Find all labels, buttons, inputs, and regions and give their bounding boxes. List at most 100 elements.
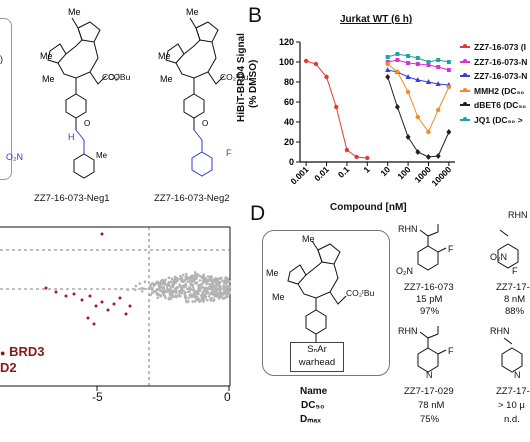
protein-point: [188, 290, 191, 293]
scaffold-ester: CO₂ᵗBu: [346, 288, 375, 298]
protein-point: [138, 282, 142, 285]
c4-rhn: RHN: [490, 326, 510, 336]
protein-point: [225, 288, 228, 291]
protein-point: [202, 280, 206, 284]
c4-structure: [501, 337, 523, 373]
protein-point: [222, 284, 226, 288]
series-line-3: [387, 63, 450, 134]
degraded-protein-point: [86, 316, 90, 320]
row-header-name: Name: [300, 386, 328, 397]
protein-point: [181, 273, 185, 277]
protein-point: [211, 279, 214, 282]
data-point: [395, 69, 400, 75]
protein-point: [151, 282, 154, 285]
protein-point: [200, 293, 204, 296]
svg-text:CO: CO: [108, 73, 120, 82]
legend-swatch: [460, 102, 470, 107]
protein-point: [158, 293, 161, 297]
volcano-brd3-label: ● BRD3: [0, 344, 45, 359]
protein-point: [179, 289, 183, 293]
volcano-xtick-neg5: -5: [92, 390, 103, 404]
protein-point: [195, 275, 199, 278]
scaffold-me-left: Me: [266, 268, 279, 278]
data-point: [446, 84, 452, 90]
legend-swatch: [460, 44, 470, 49]
degraded-protein-point: [112, 302, 116, 306]
c3-dc50: 78 nM: [418, 400, 445, 411]
svg-text:Me: Me: [42, 74, 55, 84]
protein-point: [207, 295, 211, 298]
legend-item: MMH2 (DC₅₀: [460, 84, 530, 99]
protein-point: [188, 286, 192, 290]
protein-point: [180, 279, 183, 283]
chart-xlabel: Compound [nM]: [330, 202, 407, 213]
protein-point: [172, 279, 175, 282]
protein-point: [218, 289, 222, 293]
protein-point: [184, 275, 188, 278]
protein-point: [190, 274, 194, 278]
protein-point: [202, 277, 205, 280]
data-point: [303, 58, 309, 64]
protein-point: [194, 271, 197, 274]
legend-item: JQ1 (DC₅₀ >: [460, 113, 530, 128]
protein-point: [207, 287, 211, 290]
c4-dc50: > 10 μ: [498, 400, 525, 411]
protein-point: [221, 279, 224, 282]
c3-dmax: 75%: [420, 414, 440, 425]
data-point: [385, 67, 391, 72]
c3-structure: [417, 326, 447, 373]
protein-point: [217, 285, 221, 288]
panel-a-frame-edge: [0, 18, 12, 180]
protein-point: [218, 296, 222, 299]
legend-swatch: [460, 116, 470, 121]
protein-point: [159, 280, 163, 284]
protein-point: [180, 276, 184, 280]
data-point: [415, 56, 420, 60]
protein-point: [169, 290, 173, 293]
volcano-plot: [0, 226, 231, 391]
data-point: [344, 147, 350, 153]
protein-point: [182, 280, 185, 283]
degraded-protein-point: [72, 292, 76, 296]
protein-point: [140, 290, 144, 293]
protein-point: [150, 291, 154, 295]
data-point: [394, 104, 400, 110]
protein-point: [210, 275, 213, 278]
degraded-protein-point: [44, 286, 48, 290]
data-point: [354, 154, 359, 160]
scaffold-frame: [262, 230, 390, 376]
chart-ytick-label: 60: [284, 97, 294, 107]
data-point: [425, 79, 432, 84]
c3-rhn: RHN: [398, 326, 418, 336]
protein-point: [184, 291, 187, 294]
data-point: [334, 104, 339, 110]
protein-point: [183, 285, 186, 289]
data-point: [415, 77, 421, 82]
protein-point: [189, 278, 192, 282]
protein-point: [187, 296, 190, 300]
panel-b-letter: B: [248, 4, 263, 27]
chart-ytick-label: 20: [284, 137, 294, 147]
data-point: [426, 63, 431, 67]
protein-point: [206, 275, 210, 278]
protein-point: [196, 273, 200, 276]
protein-point: [191, 285, 195, 289]
data-point: [415, 62, 420, 66]
chart-ytick-label: 120: [279, 37, 294, 47]
data-point: [385, 74, 391, 80]
protein-point: [187, 300, 190, 303]
scaffold-me-bottom: Me: [272, 292, 285, 302]
data-point: [395, 52, 400, 56]
chart-ylabel-2: (% DMSO): [248, 59, 259, 108]
chart-xtick-label: 0.01: [312, 164, 331, 183]
warhead-line2: warhead: [298, 357, 336, 368]
protein-point: [191, 276, 194, 280]
data-point: [313, 61, 319, 67]
c2-dc50: 8 nM: [504, 294, 526, 305]
protein-point: [185, 272, 188, 276]
protein-point: [228, 285, 231, 288]
protein-point: [204, 278, 208, 282]
c2-structure: [497, 229, 519, 269]
protein-point: [194, 296, 197, 300]
